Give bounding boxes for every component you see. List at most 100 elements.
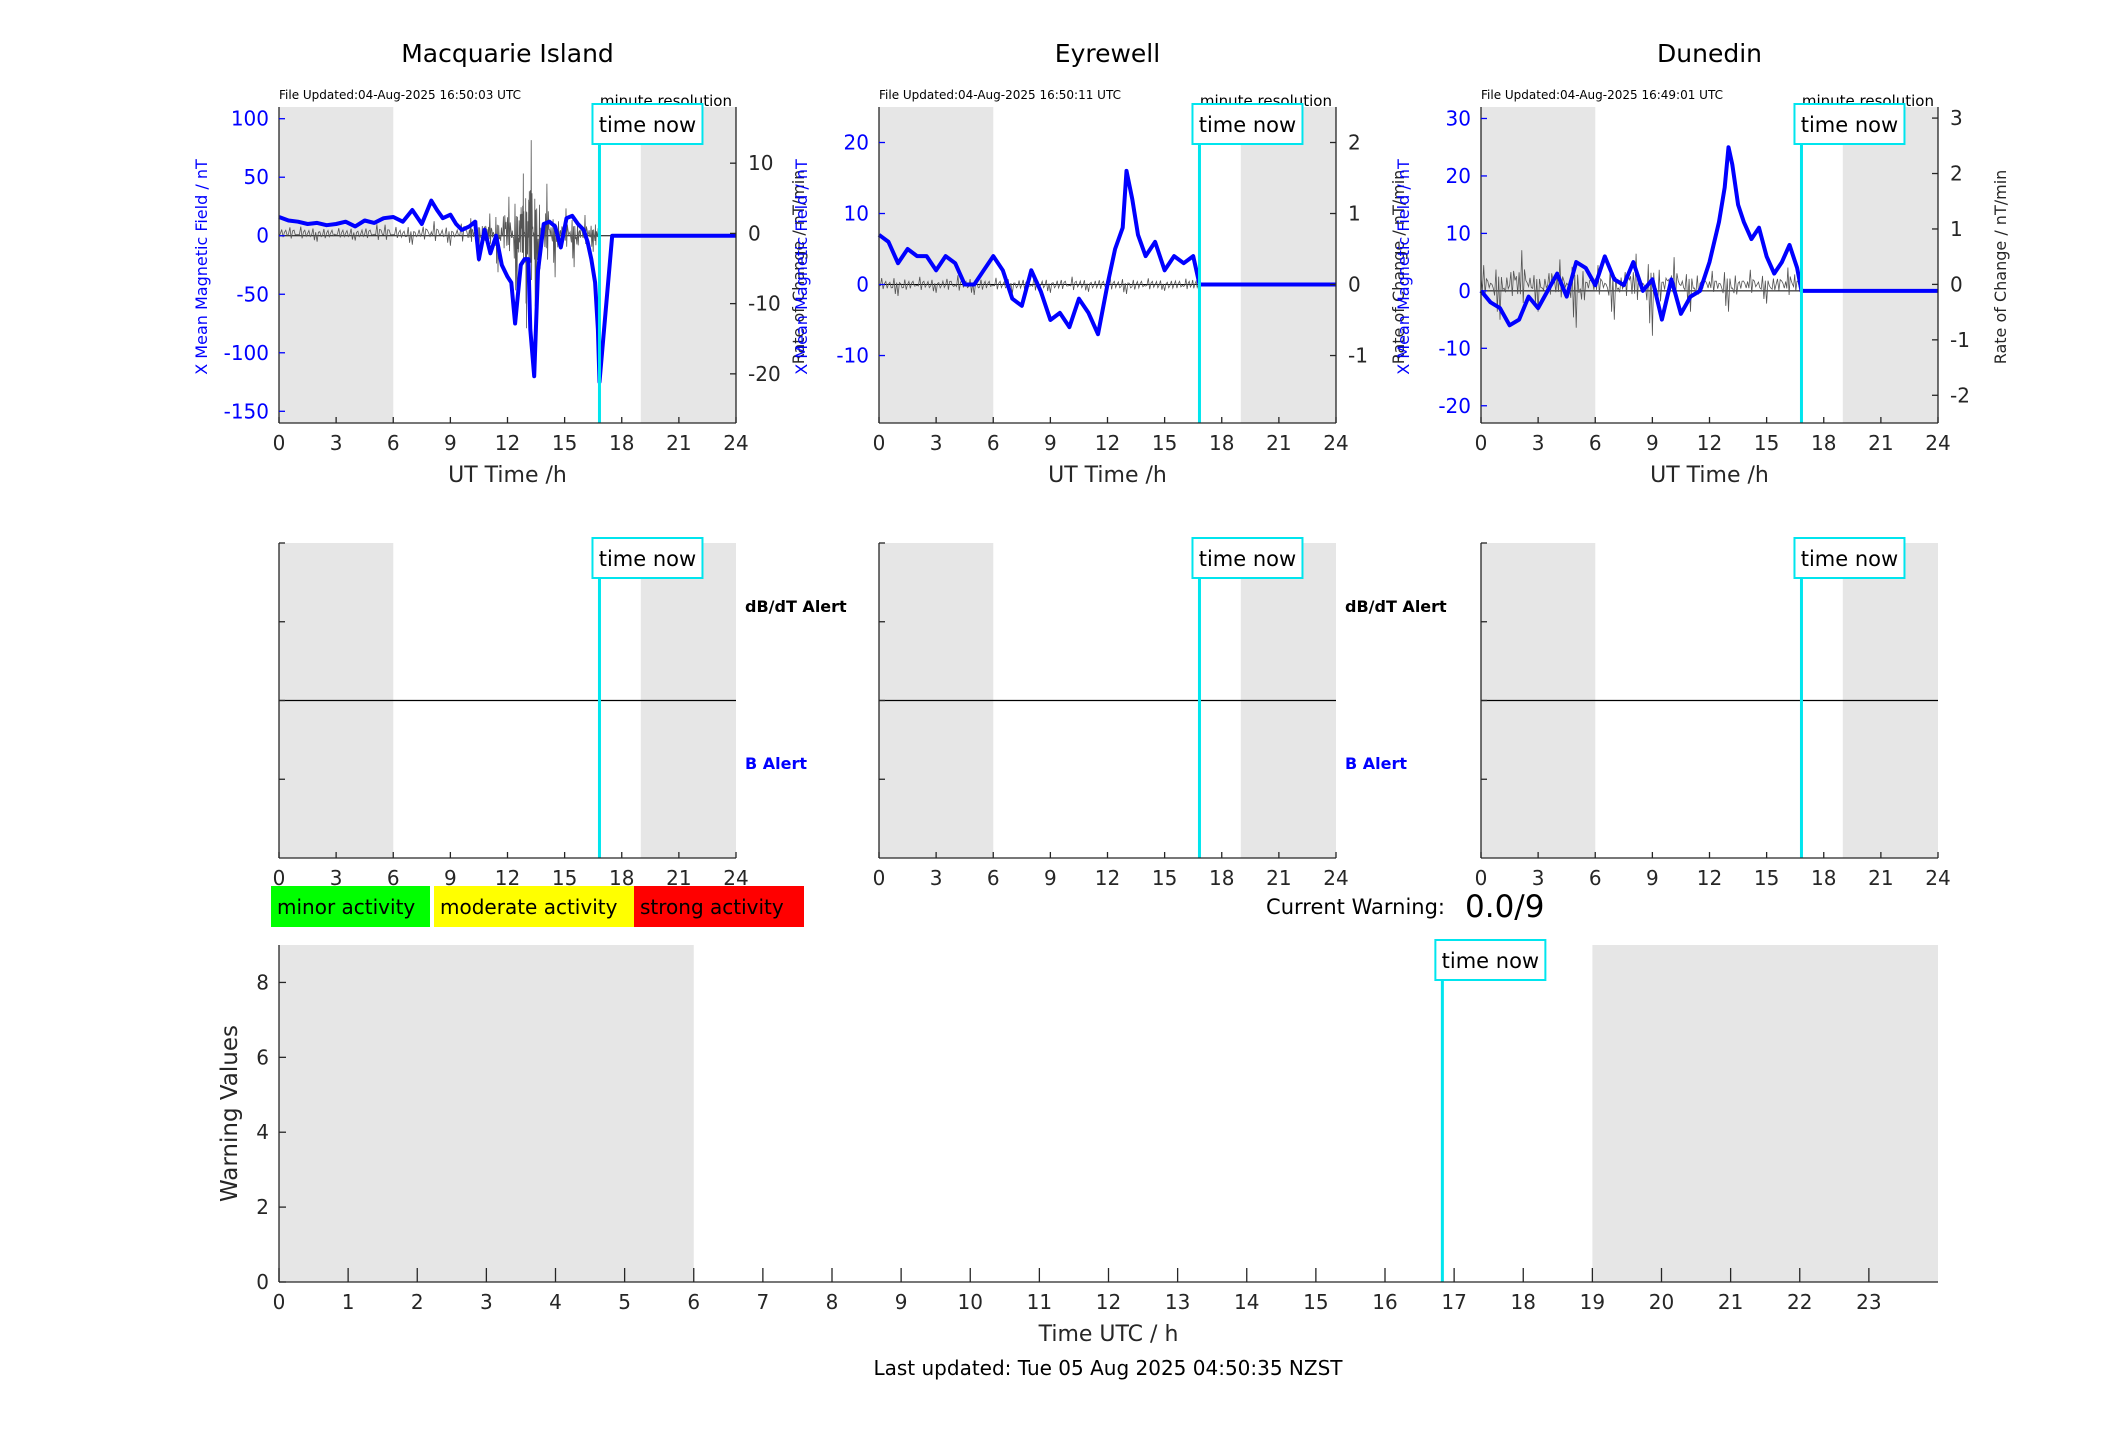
station-3-xtick-label: 21: [1868, 431, 1893, 455]
alert-3-xtick-label: 15: [1754, 866, 1779, 890]
warning-xtick-label: 14: [1234, 1290, 1259, 1314]
station-3-y2tick-label: 1: [1950, 217, 1963, 241]
warning-xtick-label: 21: [1718, 1290, 1743, 1314]
station-3-xtick-label: 0: [1475, 431, 1488, 455]
station-panel-1: Macquarie Island File Updated:04-Aug-2025…: [192, 39, 808, 488]
station-2-file-updated-prefix: File Updated:: [879, 88, 958, 102]
warning-xtick-label: 1: [342, 1290, 355, 1314]
alert-2-xtick-label: 15: [1152, 866, 1177, 890]
warning-ytick-label: 6: [256, 1045, 269, 1069]
alert-3-xtick-label: 3: [1532, 866, 1545, 890]
station-1-y2tick-label: -10: [748, 292, 781, 316]
warning-ytick-label: 8: [256, 970, 269, 994]
station-2-ytick-label: -10: [836, 344, 869, 368]
alert-2-xtick-label: 12: [1095, 866, 1120, 890]
warning-xtick-label: 12: [1096, 1290, 1121, 1314]
alert-panel-3: time now 0 3 6 9 12 15 18 21 24: [1475, 537, 1951, 890]
alert-panel-2: time now 0 3 6 9 12 15 18 21 24 dB/dT Alert B Alert: [873, 537, 1447, 890]
station-1-title: Macquarie Island: [401, 39, 614, 68]
warning-xtick-label: 23: [1856, 1290, 1881, 1314]
station-3-xtick-label: 24: [1925, 431, 1950, 455]
warning-ytick-label: 4: [256, 1120, 269, 1144]
station-1-ytick-label: 0: [256, 224, 269, 248]
alert-2-xtick-label: 6: [987, 866, 1000, 890]
alert-2-xtick-label: 3: [930, 866, 943, 890]
alert-1-b-label: B Alert: [745, 754, 807, 773]
station-1-file-updated-prefix: File Updated:: [279, 88, 358, 102]
station-3-now-label: time now: [1801, 113, 1898, 137]
activity-legend: minor activity moderate activity strong ac…: [271, 886, 804, 927]
station-1-field-series: [278, 198, 736, 384]
station-2-xlabel: UT Time /h: [1048, 463, 1167, 488]
station-panel-2: Eyrewell File Updated:04-Aug-2025 16:50:1…: [792, 39, 1408, 488]
station-3-xtick-label: 12: [1697, 431, 1722, 455]
alert-2-xtick-label: 9: [1044, 866, 1057, 890]
station-panel-3: Dunedin File Updated:04-Aug-2025 16:49:01…: [1394, 39, 2010, 488]
station-3-ytick-label: -20: [1438, 394, 1471, 418]
station-2-xtick-label: 18: [1209, 431, 1234, 455]
alert-3-xtick-label: 9: [1646, 866, 1659, 890]
legend-strong-label: strong activity: [640, 895, 784, 919]
station-1-xtick-label: 3: [330, 431, 343, 455]
alert-2-xtick-label: 18: [1209, 866, 1234, 890]
station-1-ytick-label: -150: [224, 399, 269, 423]
station-1-now-label-box: [591, 103, 704, 145]
warning-now-label-box: [1434, 939, 1547, 981]
station-3-xtick-label: 18: [1811, 431, 1836, 455]
station-1-xlabel: UT Time /h: [448, 463, 567, 488]
station-1-xtick-label: 18: [609, 431, 634, 455]
station-3-field-series: [1479, 145, 1938, 328]
station-2-y2tick-label: -1: [1348, 344, 1368, 368]
station-2-ytick-label: 0: [856, 273, 869, 297]
alert-1-now-label-box: [591, 537, 704, 579]
station-1-xtick-label: 21: [666, 431, 691, 455]
last-updated: Last updated: Tue 05 Aug 2025 04:50:35 N…: [873, 1356, 1343, 1380]
station-1-night-shade: [640, 107, 736, 423]
warning-xtick-label: 10: [958, 1290, 983, 1314]
warning-xtick-label: 7: [757, 1290, 770, 1314]
warning-xtick-label: 19: [1580, 1290, 1605, 1314]
station-2-y2label: Rate of Change / nT/min: [1389, 170, 1408, 365]
station-3-y2tick-label: 3: [1950, 106, 1963, 130]
station-3-xtick-label: 3: [1532, 431, 1545, 455]
alert-2-xtick-label: 0: [873, 866, 886, 890]
alert-2-b-label: B Alert: [1345, 754, 1407, 773]
warning-xtick-label: 3: [480, 1290, 493, 1314]
legend-moderate-swatch: [434, 886, 634, 927]
station-1-xtick-label: 15: [552, 431, 577, 455]
alert-1-dbdt-label: dB/dT Alert: [745, 597, 847, 616]
warning-xtick-label: 13: [1165, 1290, 1190, 1314]
warning-xtick-label: 17: [1441, 1290, 1466, 1314]
legend-minor-swatch: [271, 886, 430, 927]
warning-xtick-label: 0: [273, 1290, 286, 1314]
station-2-y2tick-label: 1: [1348, 202, 1361, 226]
legend-minor-label: minor activity: [277, 895, 415, 919]
alert-2-now-label-box: [1191, 537, 1304, 579]
station-2-ylabel: X Mean Magnetic Field / nT: [792, 159, 811, 375]
station-1-y2label: Rate of Change / nT/min: [789, 170, 808, 365]
station-3-y2tick-label: -2: [1950, 383, 1970, 407]
station-3-title: Dunedin: [1657, 39, 1762, 68]
station-1-file-updated: File Updated:04-Aug-2025 16:50:03 UTC: [279, 88, 521, 102]
station-3-xtick-label: 15: [1754, 431, 1779, 455]
alert-3-xtick-label: 12: [1697, 866, 1722, 890]
station-2-now-label-box: [1191, 103, 1304, 145]
station-2-xtick-label: 6: [987, 431, 1000, 455]
alert-3-xtick-label: 21: [1868, 866, 1893, 890]
station-3-file-updated-time: 04-Aug-2025 16:49:01 UTC: [1560, 88, 1723, 102]
station-3-file-updated: File Updated:04-Aug-2025 16:49:01 UTC: [1481, 88, 1723, 102]
warning-xtick-label: 6: [687, 1290, 700, 1314]
alert-1-xtick-label: 3: [330, 866, 343, 890]
station-2-xtick-label: 0: [873, 431, 886, 455]
alert-1-xtick-label: 9: [444, 866, 457, 890]
warning-xtick-label: 8: [826, 1290, 839, 1314]
alert-3-xtick-label: 0: [1475, 866, 1488, 890]
station-1-ytick-label: 50: [244, 165, 269, 189]
station-3-y2tick-label: -1: [1950, 328, 1970, 352]
station-2-field-series: [877, 168, 1336, 337]
station-3-y2tick-label: 2: [1950, 162, 1963, 186]
